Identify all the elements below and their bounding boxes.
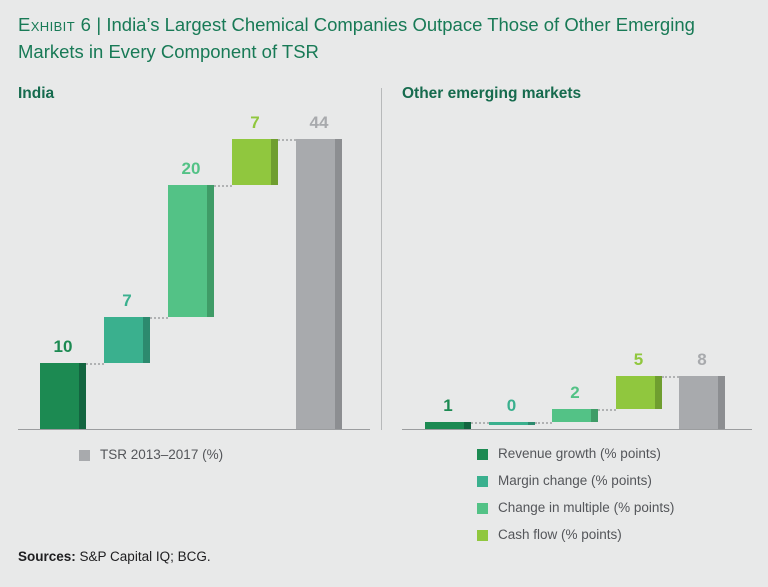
bar-tsr-2013-2017 <box>296 138 335 429</box>
bar-value-label: 2 <box>570 383 580 403</box>
bar-value-label: 44 <box>309 112 329 132</box>
panel-divider <box>381 88 382 430</box>
waterfall-connector <box>598 409 616 412</box>
legend-swatch-icon <box>477 448 488 460</box>
bar-value-label: 7 <box>250 112 260 132</box>
waterfall-connector <box>471 422 489 425</box>
waterfall-chart-other-markets: 1 0 2 5 8 <box>402 138 752 430</box>
sources-text: S&P Capital IQ; BCG. <box>75 549 211 564</box>
waterfall-chart-india: 10 7 20 7 44 <box>18 114 370 430</box>
legend-item: Revenue growth (% points) <box>477 446 674 462</box>
title-separator: | <box>96 14 102 35</box>
legend-swatch-icon <box>477 475 488 487</box>
bar-side-shade <box>718 376 725 429</box>
legend-swatch-icon <box>477 502 488 514</box>
bar-side-shade <box>207 184 214 317</box>
exhibit-title-text: India’s Largest Chemical Companies Outpa… <box>18 14 695 62</box>
legend-india: TSR 2013–2017 (%) <box>79 447 223 463</box>
waterfall-connector <box>150 316 168 319</box>
sources-note: Sources: S&P Capital IQ; BCG. <box>18 549 211 564</box>
exhibit-number: Exhibit 6 <box>18 14 92 35</box>
bar-tsr-2013-2017 <box>679 376 718 429</box>
legend-label: Cash flow (% points) <box>498 527 622 542</box>
bar-side-shade <box>464 422 471 429</box>
bar-change-in-multiple <box>168 184 207 317</box>
bar-side-shade <box>591 409 598 423</box>
bar-side-shade <box>335 138 342 429</box>
bar-revenue-growth <box>40 363 79 429</box>
panel-title-india: India <box>18 85 55 102</box>
legend-other-markets: Revenue growth (% points) Margin change (… <box>477 446 674 543</box>
legend-item: Cash flow (% points) <box>477 527 674 543</box>
waterfall-connector <box>661 376 679 379</box>
waterfall-connector <box>214 184 232 187</box>
bar-margin-change <box>104 316 143 363</box>
bar-cash-flow <box>232 138 271 185</box>
panel-title-other-markets: Other emerging markets <box>402 85 582 102</box>
bar-value-label: 5 <box>633 350 644 370</box>
bar-value-label: 10 <box>53 337 73 356</box>
bar-revenue-growth <box>425 422 464 429</box>
legend-label: Change in multiple (% points) <box>498 500 675 515</box>
sources-label: Sources: <box>18 549 76 564</box>
bar-side-shade <box>654 376 662 410</box>
bar-value-label: 1 <box>443 396 453 416</box>
bar-side-shade <box>271 138 278 185</box>
bar-value-label: 20 <box>181 158 201 178</box>
legend-label: TSR 2013–2017 (%) <box>100 447 224 462</box>
waterfall-connector <box>278 138 296 141</box>
waterfall-connector <box>534 422 552 425</box>
bar-side-shade <box>79 363 86 429</box>
legend-swatch-icon <box>477 529 488 541</box>
bar-margin-change <box>488 422 528 425</box>
bar-side-shade <box>527 422 535 425</box>
bar-value-label: 7 <box>122 290 132 310</box>
legend-item: Margin change (% points) <box>477 473 674 489</box>
bar-cash-flow <box>615 376 655 410</box>
legend-item: Change in multiple (% points) <box>477 500 674 516</box>
legend-item: TSR 2013–2017 (%) <box>79 447 223 463</box>
waterfall-connector <box>86 363 104 365</box>
exhibit-title: Exhibit 6 | India’s Largest Chemical Com… <box>18 12 722 66</box>
bar-side-shade <box>143 316 150 363</box>
bar-change-in-multiple <box>552 409 591 423</box>
legend-swatch-icon <box>79 449 90 461</box>
bar-value-label: 0 <box>506 396 517 416</box>
legend-label: Revenue growth (% points) <box>498 446 661 461</box>
legend-label: Margin change (% points) <box>498 473 652 488</box>
bar-value-label: 8 <box>697 350 707 370</box>
